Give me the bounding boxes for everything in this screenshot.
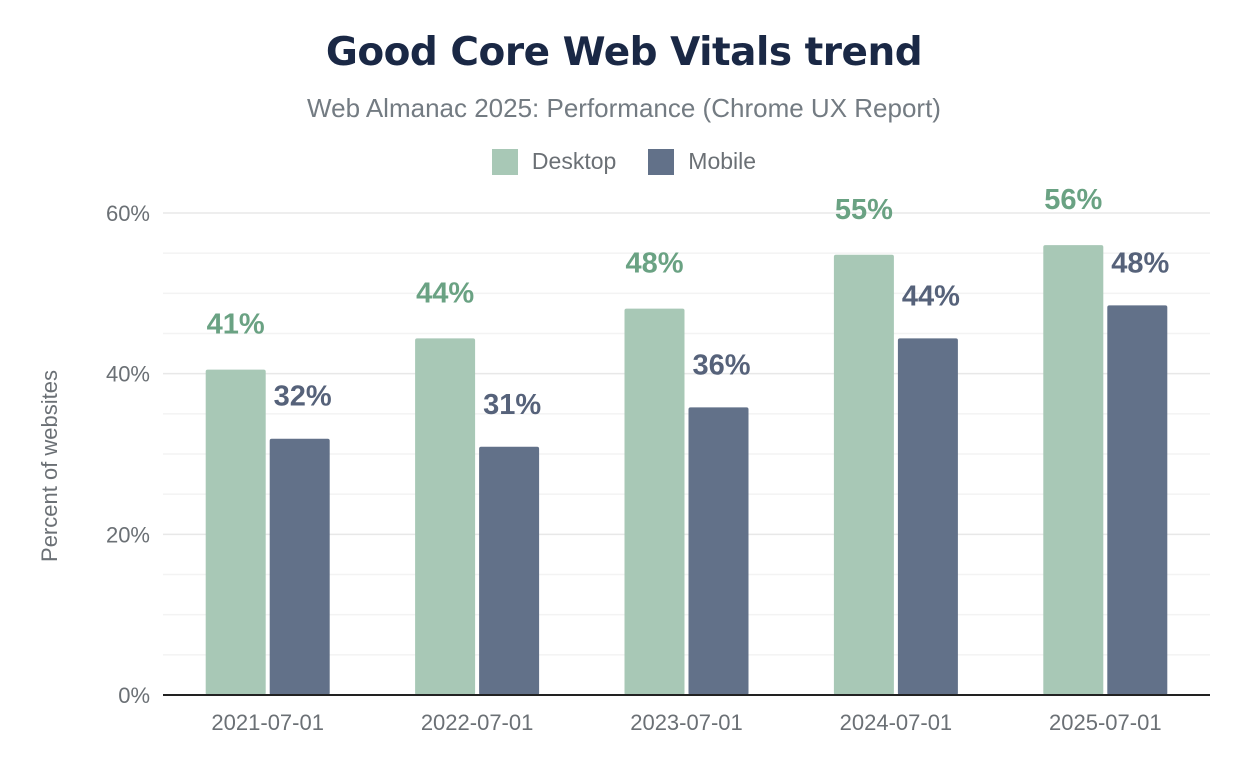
chart-title: Good Core Web Vitals trend	[325, 30, 923, 75]
legend-label-mobile: Mobile	[688, 148, 757, 174]
y-tick-label: 60%	[106, 201, 150, 226]
legend-swatch-mobile	[648, 148, 675, 175]
chart-subtitle: Web Almanac 2025: Performance (Chrome UX…	[307, 93, 941, 123]
legend-swatch-desktop	[491, 148, 518, 175]
legend-label-desktop: Desktop	[531, 148, 617, 174]
data-label-mobile: 36%	[692, 349, 750, 381]
legend-item-mobile[interactable]: Mobile	[648, 148, 756, 175]
axes: 0% 20% 40% 60% Percent of websites 2021-07-01…	[37, 201, 1210, 735]
data-label-mobile: 32%	[274, 381, 332, 413]
data-label-desktop: 44%	[416, 277, 474, 309]
bars	[205, 245, 1168, 696]
y-tick-label: 40%	[106, 362, 150, 387]
bar-desktop	[833, 254, 894, 696]
bar-mobile	[479, 446, 540, 695]
y-tick-label: 20%	[106, 522, 150, 547]
legend: Desktop Mobile	[0, 148, 1248, 175]
x-tick-label: 2024-07-01	[840, 710, 953, 735]
bar-desktop	[624, 308, 685, 695]
data-label-mobile: 31%	[483, 389, 541, 421]
bar-mobile	[1107, 305, 1168, 695]
legend-item-desktop[interactable]: Desktop	[491, 148, 617, 175]
data-label-desktop: 48%	[625, 248, 683, 280]
bar-mobile	[897, 338, 958, 695]
bar-desktop	[415, 338, 476, 695]
data-label-desktop: 55%	[835, 194, 893, 226]
bar-mobile	[269, 438, 330, 695]
bar-mobile	[688, 407, 749, 695]
bar-desktop	[1043, 245, 1104, 695]
x-tick-label: 2022-07-01	[421, 710, 534, 735]
data-label-mobile: 44%	[902, 280, 960, 312]
gridlines	[163, 212, 1210, 656]
y-axis-title: Percent of websites	[37, 370, 62, 562]
data-label-desktop: 41%	[207, 309, 265, 341]
x-tick-label: 2023-07-01	[630, 710, 743, 735]
x-tick-label: 2021-07-01	[211, 710, 324, 735]
data-label-desktop: 56%	[1044, 184, 1102, 216]
data-label-mobile: 48%	[1111, 247, 1169, 279]
bar-desktop	[205, 369, 266, 695]
data-labels: 41% 32% 44% 31% 48% 36% 55% 44% 56% 48%	[207, 184, 1170, 421]
y-tick-label: 0%	[118, 683, 150, 708]
x-tick-label: 2025-07-01	[1049, 710, 1162, 735]
